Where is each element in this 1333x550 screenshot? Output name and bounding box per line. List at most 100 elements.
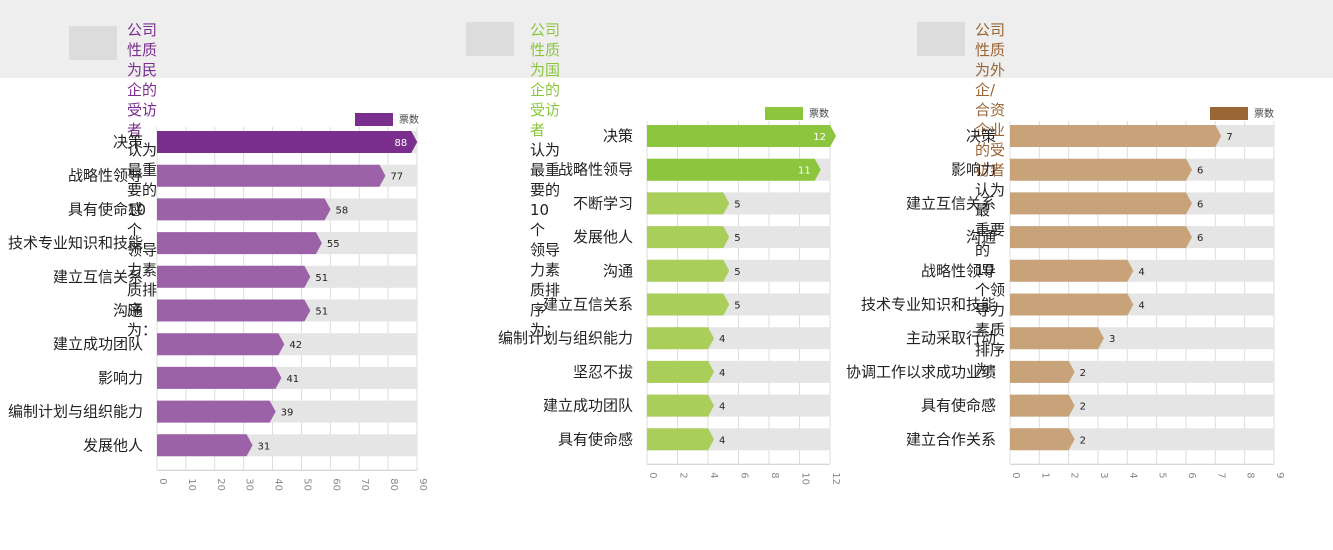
bar [1010,158,1192,181]
category-label: 决策 [113,133,143,151]
category-label: 建立互信关系 [906,194,996,212]
value-label: 7 [1226,132,1232,143]
category-label: 战略性领导 [558,161,633,179]
x-tick-label: 30 [244,478,255,491]
value-label: 5 [734,267,740,278]
category-label: 建立合作关系 [906,430,996,448]
category-label: 建立互信关系 [53,268,143,286]
value-label: 3 [1109,334,1115,345]
category-label: 具有使命感 [68,200,143,218]
bar [647,158,821,181]
value-label: 6 [1197,233,1203,244]
category-label: 沟通 [113,302,143,320]
category-label: 沟通 [966,228,996,246]
value-label: 4 [719,435,725,446]
bar [1010,192,1192,215]
value-label: 4 [719,402,725,413]
category-label: 影响力 [98,369,143,387]
header-rest: 认为最 [975,181,1006,219]
header-image-placeholder [917,22,965,56]
legend-label: 票数 [1254,107,1274,120]
header-highlight: 公司性质为国企的受访者 [530,21,561,139]
value-label: 55 [327,239,340,250]
x-tick-label: 2 [678,472,689,478]
value-label: 6 [1197,199,1203,210]
header-highlight: 公司性质为外企/合资企业的受访者 [975,21,1006,179]
bar [647,293,730,316]
bar [157,400,276,423]
x-tick-label: 4 [708,472,719,478]
bar [157,333,285,356]
x-tick-label: 70 [359,478,370,491]
category-label: 发展他人 [573,228,633,246]
header-image-placeholder [466,22,514,56]
category-label: 建立成功团队 [53,335,143,353]
header-text: 公司性质为民企的受访者认为最重要的10个 领导力素质排序为： [127,20,157,340]
category-label: 影响力 [951,161,996,179]
value-label: 2 [1080,402,1086,413]
value-label: 4 [719,368,725,379]
bar [1010,360,1075,383]
category-label: 具有使命感 [921,397,996,415]
category-label: 技术专业知识和技能 [8,234,143,252]
x-tick-label: 9 [1274,472,1285,478]
value-label: 4 [719,334,725,345]
bar [647,125,836,147]
chart-private: 票数 决策 88 战略性领导 77 具有使命感 58 技术专业知识和技能 55 建立互信关系 51 沟… [0,100,440,520]
legend-label: 票数 [399,113,419,126]
header-line2: 重要的10个领导力素质排序为： [975,221,1006,379]
x-tick-label: 90 [417,478,428,491]
bar [647,226,730,249]
x-tick-label: 2 [1069,472,1080,478]
x-tick-label: 6 [1186,472,1197,478]
x-tick-label: 3 [1098,472,1109,478]
x-tick-label: 4 [1127,472,1138,478]
x-tick-label: 8 [1245,472,1256,478]
value-label: 5 [734,233,740,244]
header-line2: 领导力素质排序为： [530,241,561,339]
bar [1010,226,1192,249]
x-tick-label: 0 [647,472,658,478]
bar [1010,327,1104,350]
value-label: 88 [394,138,407,149]
x-tick-label: 10 [186,478,197,491]
category-label: 建立互信关系 [543,296,633,314]
header-line2: 领导力素质排序为： [127,241,158,339]
bar [1010,428,1075,451]
header-text: 公司性质为外企/合资企业的受访者认为最 重要的10个领导力素质排序为： [975,20,1005,380]
bar [157,232,322,255]
legend-label: 票数 [809,107,829,120]
x-tick-label: 80 [388,478,399,491]
header-text: 公司性质为国企的受访者认为最重要的10个 领导力素质排序为： [530,20,560,340]
x-tick-label: 10 [800,472,811,485]
x-tick-label: 40 [273,478,284,491]
value-label: 4 [1138,267,1144,278]
category-label: 主动采取行动 [906,329,996,347]
legend-swatch [765,107,803,120]
category-label: 建立成功团队 [543,397,633,415]
legend-swatch [355,113,393,126]
header-highlight: 公司性质为民企的受访者 [127,21,158,139]
value-label: 6 [1197,166,1203,177]
header-rest: 认为最重要的10个 [127,141,158,239]
bar [157,198,331,221]
bar-track [1010,394,1274,417]
value-label: 42 [289,340,302,351]
category-label: 沟通 [603,262,633,280]
value-label: 51 [315,273,328,284]
bar [647,394,714,417]
chart-state: 票数 决策 12 战略性领导 11 不断学习 5 发展他人 5 沟通 5 建立互信关系 5 编制计划与组织… [480,100,860,520]
x-tick-label: 0 [157,478,168,484]
value-label: 31 [258,441,271,452]
bar [647,327,714,350]
x-tick-label: 12 [830,472,841,485]
bar [1010,125,1222,147]
bar [1010,394,1075,417]
value-label: 39 [281,408,294,419]
bar [1010,259,1134,282]
value-label: 58 [336,205,349,216]
bar [157,164,386,187]
bar [157,366,282,389]
header-image-placeholder [69,26,117,60]
